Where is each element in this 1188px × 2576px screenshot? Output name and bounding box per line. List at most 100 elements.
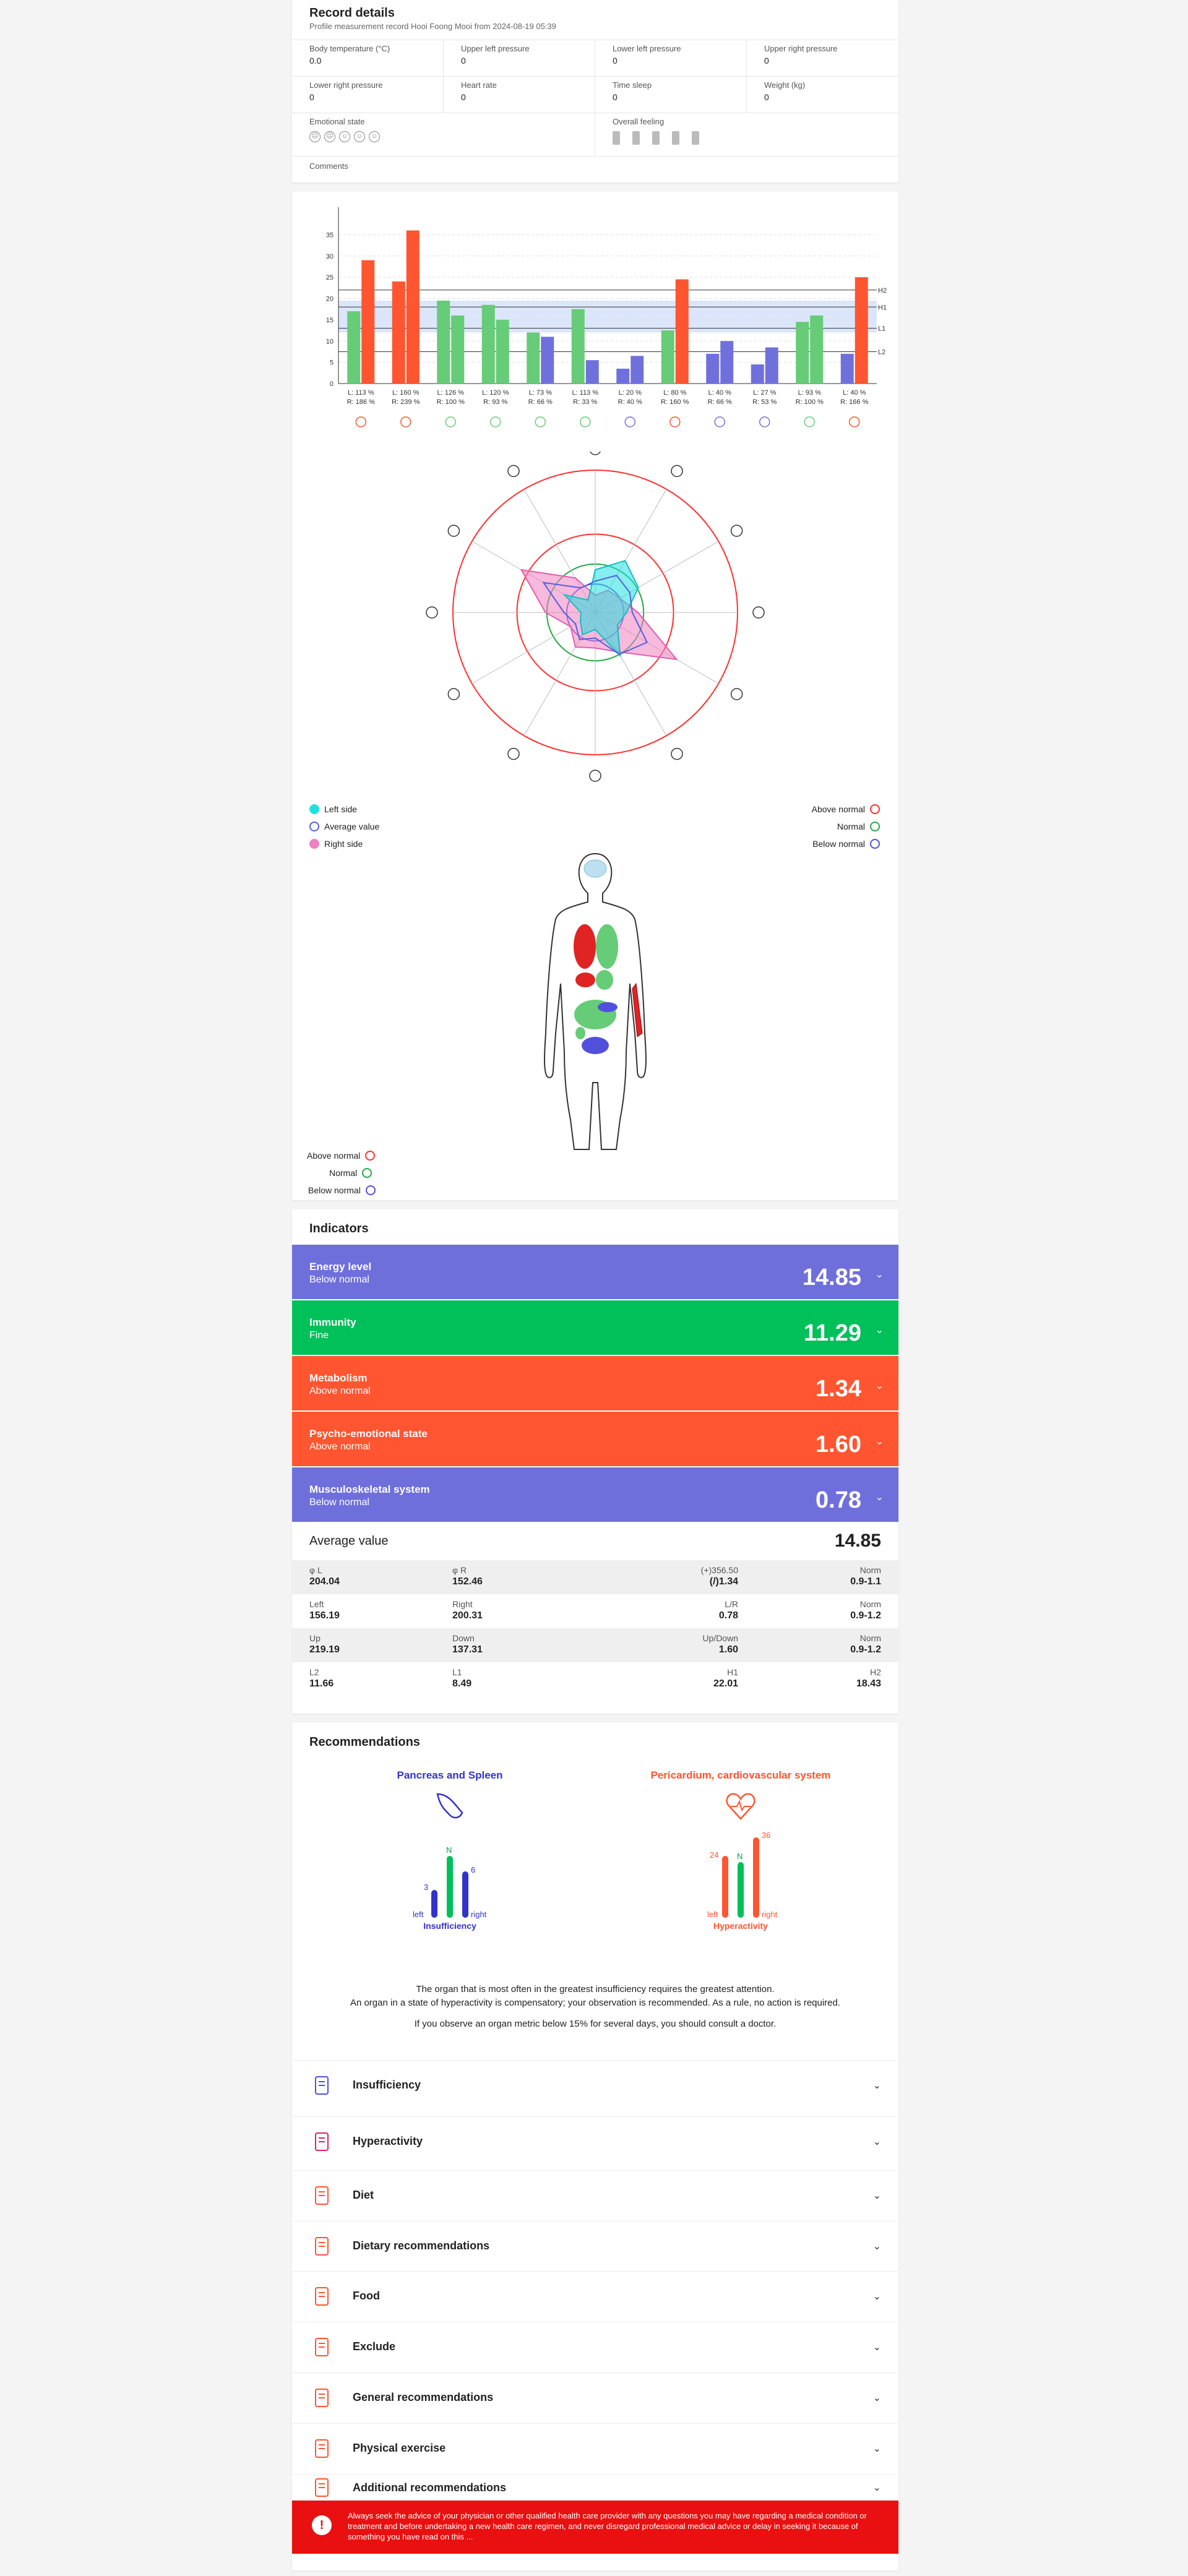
field-lower-left-pressure: Lower left pressure 0 — [595, 40, 747, 77]
organ-right-left-value: 24 — [710, 1850, 719, 1860]
organ-meridian-icon — [759, 416, 770, 427]
bar-right-9 — [765, 347, 778, 384]
bar-left-6 — [616, 368, 630, 384]
bar-right-0 — [361, 260, 375, 384]
field-value: 0 — [309, 92, 314, 102]
indicator-row-energy-level[interactable]: Energy level Below normal 14.85 ⌄ — [292, 1243, 898, 1299]
chevron-down-icon[interactable]: ⌄ — [872, 2392, 881, 2403]
chevron-down-icon[interactable]: ⌄ — [872, 2443, 881, 2454]
metric-value: 11.66 — [309, 1678, 334, 1689]
metrics-row: Up 219.19 Down 137.31 Up/Down 1.60 Norm 0.9-1.2 — [292, 1628, 898, 1662]
left-lung-icon — [596, 924, 618, 969]
section-exclude[interactable]: Exclude ⌄ — [292, 2322, 898, 2371]
chevron-down-icon[interactable]: ⌄ — [875, 1269, 884, 1280]
organ-axis-icon — [752, 606, 765, 619]
bar-left-4 — [527, 332, 540, 384]
average-value-number: 14.85 — [834, 1531, 881, 1551]
chevron-down-icon[interactable]: ⌄ — [872, 2080, 881, 2091]
metric-label: φ L — [309, 1565, 322, 1575]
organ-right-norm-value: N — [737, 1852, 743, 1861]
record-title: Record details — [309, 6, 395, 20]
section-general-recommendations[interactable]: General recommendations ⌄ — [292, 2372, 898, 2422]
body-legend-above-label: Above normal — [307, 1151, 361, 1161]
chevron-down-icon[interactable]: ⌄ — [875, 1381, 884, 1391]
battery-level-2-icon[interactable] — [632, 131, 640, 145]
section-label: Exclude — [353, 2340, 396, 2353]
chevron-down-icon[interactable]: ⌄ — [872, 2136, 881, 2147]
organ-meridian-icon — [714, 416, 725, 427]
emotional-state-label: Emotional state — [309, 117, 365, 126]
x-tick-label-right: R: 100 % — [437, 398, 465, 406]
section-diet[interactable]: Diet ⌄ — [292, 2170, 898, 2220]
metric-value: 1.60 — [718, 1644, 738, 1655]
section-physical-exercise[interactable]: Physical exercise ⌄ — [292, 2423, 898, 2473]
indicator-status: Above normal — [309, 1386, 371, 1396]
battery-level-4-icon[interactable] — [672, 131, 679, 145]
bar-right-8 — [720, 341, 734, 384]
battery-level-5-icon[interactable] — [692, 131, 699, 145]
organ-right-left-label: left — [707, 1910, 718, 1919]
section-dietary-recommendations[interactable]: Dietary recommendations ⌄ — [292, 2221, 898, 2270]
organ-right-bars: 24 N 36 left right — [611, 1828, 871, 1921]
chevron-down-icon[interactable]: ⌄ — [875, 1325, 884, 1336]
field-label: Upper right pressure — [764, 44, 838, 53]
field-value: 0 — [764, 92, 769, 102]
field-weight: Weight (kg) 0 — [747, 77, 898, 113]
indicator-row-immunity[interactable]: Immunity Fine 11.29 ⌄ — [292, 1299, 898, 1355]
metric-cell: Norm 0.9-1.2 — [738, 1633, 881, 1657]
section-additional-recommendations[interactable]: Additional recommendations ⌄ — [292, 2474, 898, 2501]
organ-left-right-label: right — [471, 1910, 487, 1919]
field-value: 0 — [461, 92, 466, 102]
metric-label: Up — [309, 1633, 321, 1643]
x-tick-label-right: R: 166 % — [840, 398, 868, 406]
chevron-down-icon[interactable]: ⌄ — [875, 1436, 884, 1447]
metric-cell: (+)356.50 (/)1.34 — [595, 1565, 738, 1589]
unhappy-face-icon[interactable]: ☹ — [324, 131, 335, 142]
battery-level-1-icon[interactable] — [613, 131, 620, 145]
indicator-row-musculoskeletal-system[interactable]: Musculoskeletal system Below normal 0.78… — [292, 1466, 898, 1522]
metric-label: Up/Down — [702, 1633, 738, 1643]
section-insufficiency[interactable]: Insufficiency ⌄ — [292, 2060, 898, 2110]
metrics-row: Left 156.19 Right 200.31 L/R 0.78 Norm 0.9-1.2 — [292, 1594, 898, 1628]
field-label: Upper left pressure — [461, 44, 530, 53]
happy-face-icon[interactable]: ☺ — [369, 131, 380, 142]
battery-level-3-icon[interactable] — [652, 131, 660, 145]
organ-right-bar-left — [722, 1856, 728, 1918]
body-legend-below: Below normal — [308, 1185, 376, 1195]
indicator-value: 1.34 — [816, 1376, 861, 1402]
x-tick-label-left: L: 40 % — [843, 389, 866, 397]
chevron-down-icon[interactable]: ⌄ — [875, 1492, 884, 1503]
chevron-down-icon[interactable]: ⌄ — [872, 2342, 881, 2353]
chevron-down-icon[interactable]: ⌄ — [872, 2190, 881, 2201]
chevron-down-icon[interactable]: ⌄ — [872, 2241, 881, 2252]
section-food[interactable]: Food ⌄ — [292, 2271, 898, 2321]
field-value: 0.0 — [309, 56, 322, 66]
body-legend-above: Above normal — [307, 1151, 376, 1161]
ref-line-label: L1 — [878, 325, 885, 333]
x-tick-label-left: L: 80 % — [663, 389, 687, 397]
smile-face-icon[interactable]: ☺ — [354, 131, 365, 142]
indicator-row-metabolism[interactable]: Metabolism Above normal 1.34 ⌄ — [292, 1355, 898, 1410]
metric-label: Right — [452, 1599, 473, 1609]
metric-value: 219.19 — [309, 1644, 340, 1655]
metric-value: 0.9-1.2 — [850, 1644, 881, 1655]
metric-value: 204.04 — [309, 1576, 340, 1587]
bar-right-11 — [854, 277, 868, 384]
chevron-down-icon[interactable]: ⌄ — [872, 2291, 881, 2302]
chevron-down-icon[interactable]: ⌄ — [872, 2483, 881, 2493]
neutral-face-icon[interactable]: ☺ — [339, 131, 350, 142]
bar-left-0 — [347, 311, 361, 384]
organ-meridian-icon — [669, 416, 681, 427]
organ-left-bar-norm — [447, 1856, 453, 1918]
bar-right-7 — [675, 279, 689, 384]
metric-value: 200.31 — [452, 1610, 483, 1621]
indicator-row-psycho-emotional-state[interactable]: Psycho-emotional state Above normal 1.60… — [292, 1410, 898, 1466]
metric-value: (/)1.34 — [709, 1576, 738, 1587]
field-label: Lower right pressure — [309, 80, 383, 90]
organ-right-right-value: 36 — [762, 1831, 771, 1840]
sad-face-icon[interactable]: ☹ — [309, 131, 321, 142]
field-upper-right-pressure: Upper right pressure 0 — [747, 40, 898, 77]
organ-right-right-label: right — [762, 1910, 778, 1919]
section-hyperactivity[interactable]: Hyperactivity ⌄ — [292, 2116, 898, 2166]
x-tick-label-left: L: 126 % — [437, 389, 465, 397]
